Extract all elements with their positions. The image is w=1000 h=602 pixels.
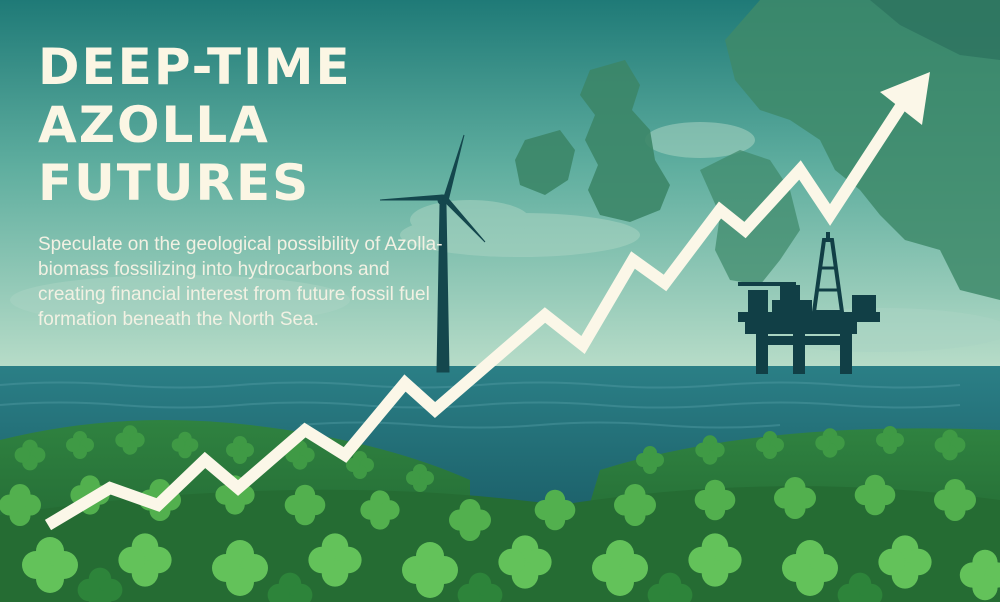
wind-turbine-icon — [379, 134, 486, 373]
oil-platform-icon — [738, 232, 880, 374]
rising-arrow-icon — [44, 72, 930, 531]
title-line-2: AZOLLA — [38, 96, 270, 154]
hero-text-block: DEEP-TIME AZOLLA FUTURES Speculate on th… — [38, 38, 458, 332]
title-line-1: DEEP-TIME — [38, 38, 352, 96]
sea-ripples — [0, 381, 961, 429]
title-line-3: FUTURES — [38, 154, 311, 212]
page-title: DEEP-TIME AZOLLA FUTURES — [38, 38, 458, 212]
north-sea-map — [515, 0, 1000, 300]
hero-subtitle: Speculate on the geological possibility … — [38, 234, 443, 330]
